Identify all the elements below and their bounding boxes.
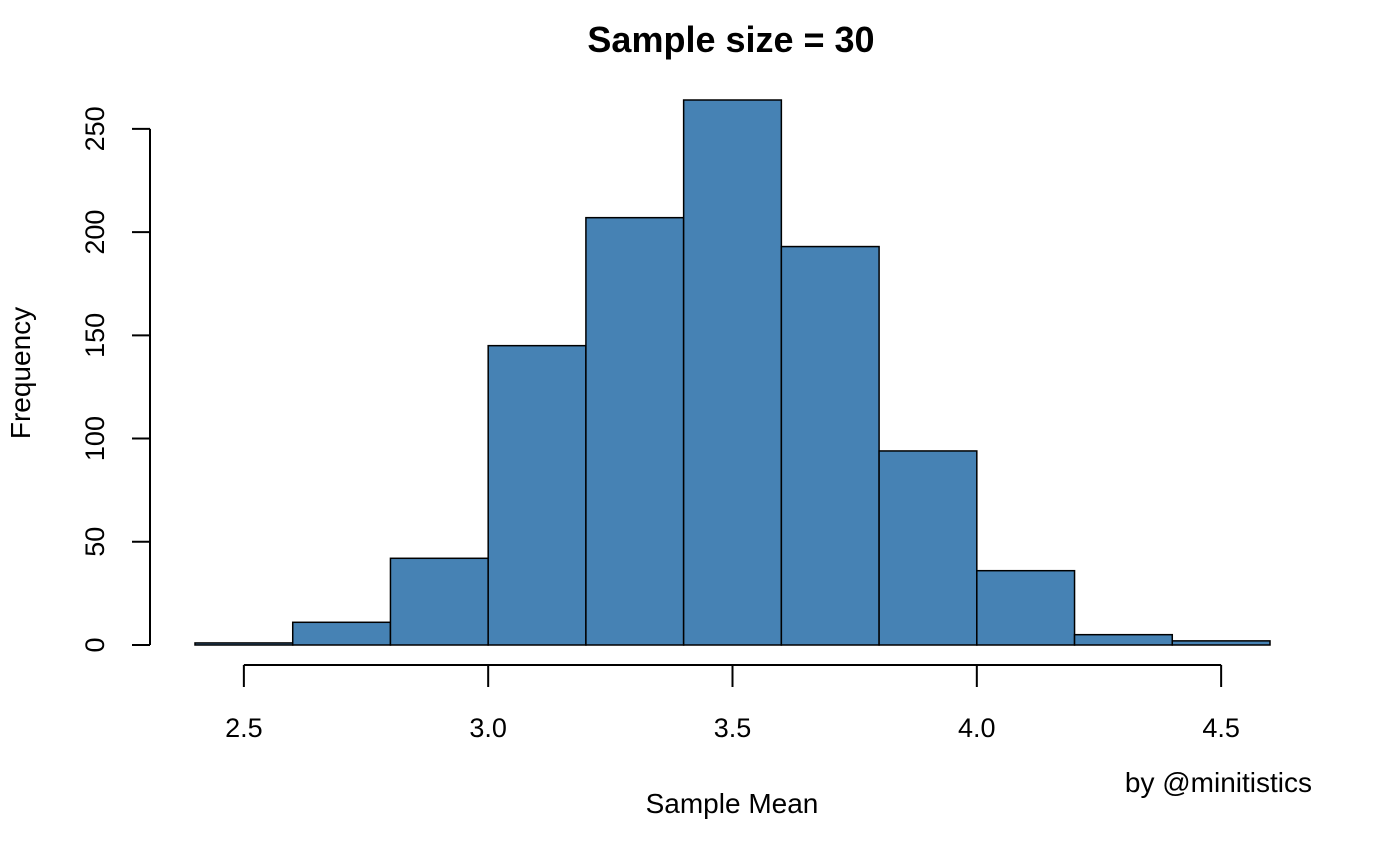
y-tick-label: 100 — [80, 416, 110, 461]
x-tick-label: 4.0 — [958, 713, 996, 743]
histogram-bar — [585, 216, 685, 646]
y-tick-label: 200 — [80, 210, 110, 255]
histogram-bar — [194, 642, 294, 646]
histogram-bar — [487, 344, 587, 646]
chart-title: Sample size = 30 — [587, 19, 874, 60]
histogram-bar — [389, 557, 489, 646]
x-tick-label: 3.5 — [714, 713, 752, 743]
histogram-bar — [878, 450, 978, 646]
y-axis: 0 50 100 150 200 250 — [80, 106, 151, 653]
x-axis-label: Sample Mean — [646, 788, 819, 819]
y-tick-label: 50 — [80, 527, 110, 557]
bars-group — [194, 99, 1271, 646]
histogram-bar — [291, 621, 392, 646]
y-tick-label: 0 — [80, 637, 110, 652]
x-tick-label: 2.5 — [225, 713, 263, 743]
x-tick-label: 3.0 — [469, 713, 507, 743]
y-tick-label: 250 — [80, 106, 110, 151]
histogram-bar — [976, 569, 1076, 646]
y-tick-label: 150 — [80, 313, 110, 358]
histogram-bar — [682, 99, 783, 646]
histogram-bar — [1073, 633, 1174, 646]
x-tick-label: 4.5 — [1202, 713, 1240, 743]
y-axis-label: Frequency — [5, 307, 36, 439]
histogram-bar — [1171, 640, 1271, 646]
histogram-bar — [780, 245, 880, 646]
credit-text: by @minitistics — [1125, 767, 1312, 798]
x-axis: 2.5 3.0 3.5 4.0 4.5 — [225, 664, 1240, 743]
